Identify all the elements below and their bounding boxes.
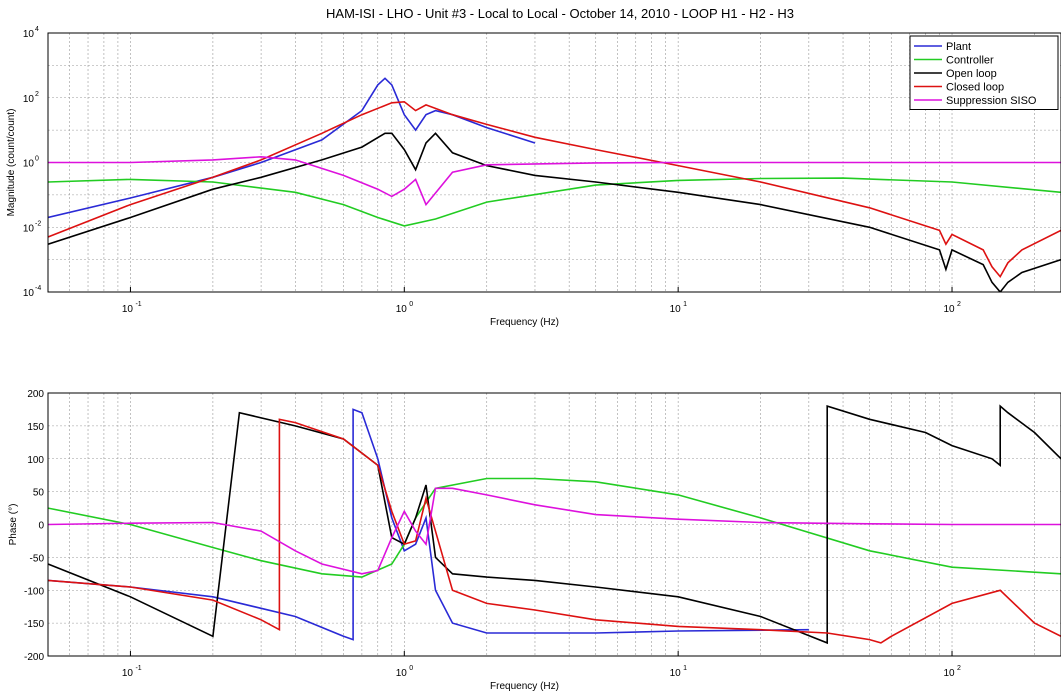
legend-entry-suppression-siso: Suppression SISO (946, 95, 1037, 107)
x-tick-label: 10 0 (396, 665, 414, 679)
y-tick-label: 200 (27, 389, 44, 400)
svg-text:10: 10 (23, 29, 35, 40)
svg-text:10: 10 (23, 159, 35, 170)
y-tick-label: 0 (38, 521, 44, 532)
svg-text:10: 10 (122, 304, 134, 315)
series-line-open-loop (48, 404, 1061, 645)
svg-text:-1: -1 (135, 301, 141, 308)
y-tick-label: 100 (27, 455, 44, 466)
svg-text:10: 10 (23, 288, 35, 299)
svg-text:10: 10 (23, 94, 35, 105)
series-line-closed-loop (48, 418, 1061, 644)
x-axis-label: Frequency (Hz) (490, 317, 559, 328)
series-line-closed-loop (48, 100, 1061, 279)
svg-text:10: 10 (122, 668, 134, 679)
legend-entry-plant: Plant (946, 41, 971, 53)
plot-frame (47, 32, 1061, 293)
y-tick-label: -150 (24, 619, 44, 630)
phase-plot: 10 -1 10 0 10 1 10 2200150100500-50-100-150-200… (8, 389, 1061, 692)
svg-text:-1: -1 (135, 665, 141, 672)
x-tick-label: 10 0 (396, 301, 414, 315)
svg-text:1: 1 (683, 665, 687, 672)
legend-entry-controller: Controller (946, 55, 994, 67)
plot-frame (47, 392, 1061, 657)
svg-text:2: 2 (957, 665, 961, 672)
legend-entry-open-loop: Open loop (946, 68, 997, 80)
series-line-plant (48, 77, 536, 219)
svg-text:0: 0 (409, 665, 413, 672)
svg-text:0: 0 (409, 301, 413, 308)
chart-title: HAM-ISI - LHO - Unit #3 - Local to Local… (326, 6, 794, 21)
svg-text:-2: -2 (35, 220, 41, 227)
y-axis-label: Magnitude (count/count) (6, 109, 17, 217)
series-line-open-loop (48, 132, 1061, 292)
svg-text:10: 10 (396, 668, 408, 679)
y-axis-label: Phase (°) (8, 504, 19, 546)
svg-text:-4: -4 (35, 285, 41, 292)
y-tick-label: -200 (24, 652, 44, 663)
legend-entry-closed-loop: Closed loop (946, 82, 1004, 94)
svg-text:0: 0 (35, 156, 39, 163)
y-tick-label: 150 (27, 422, 44, 433)
svg-text:10: 10 (670, 668, 682, 679)
svg-text:1: 1 (683, 301, 687, 308)
x-tick-label: 10 -1 (122, 301, 142, 315)
svg-text:10: 10 (943, 304, 955, 315)
x-axis-label: Frequency (Hz) (490, 681, 559, 692)
y-tick-label: -100 (24, 586, 44, 597)
y-tick-label: 10 -2 (23, 220, 41, 234)
y-tick-label: 10 4 (23, 26, 39, 40)
svg-text:10: 10 (943, 668, 955, 679)
svg-text:2: 2 (957, 301, 961, 308)
series-line-controller (48, 477, 1061, 578)
x-tick-label: 10 1 (670, 665, 688, 679)
x-tick-label: 10 1 (670, 301, 688, 315)
series-line-suppression-siso (48, 487, 1061, 575)
svg-text:4: 4 (35, 26, 39, 33)
svg-text:10: 10 (670, 304, 682, 315)
magnitude-plot: 10 -1 10 0 10 1 10 210 -410 -210 010 210 4Frequency … (6, 26, 1061, 328)
y-tick-label: 50 (33, 488, 45, 499)
x-tick-label: 10 2 (943, 665, 961, 679)
x-tick-label: 10 2 (943, 301, 961, 315)
y-tick-label: 10 2 (23, 91, 39, 105)
svg-text:10: 10 (23, 223, 35, 234)
y-tick-label: 10 -4 (23, 285, 41, 299)
series-line-controller (48, 177, 1061, 227)
svg-text:2: 2 (35, 91, 39, 98)
x-tick-label: 10 -1 (122, 665, 142, 679)
svg-text:10: 10 (396, 304, 408, 315)
series-line-plant (48, 408, 809, 641)
series-line-suppression-siso (48, 155, 1061, 207)
y-tick-label: -50 (30, 553, 45, 564)
